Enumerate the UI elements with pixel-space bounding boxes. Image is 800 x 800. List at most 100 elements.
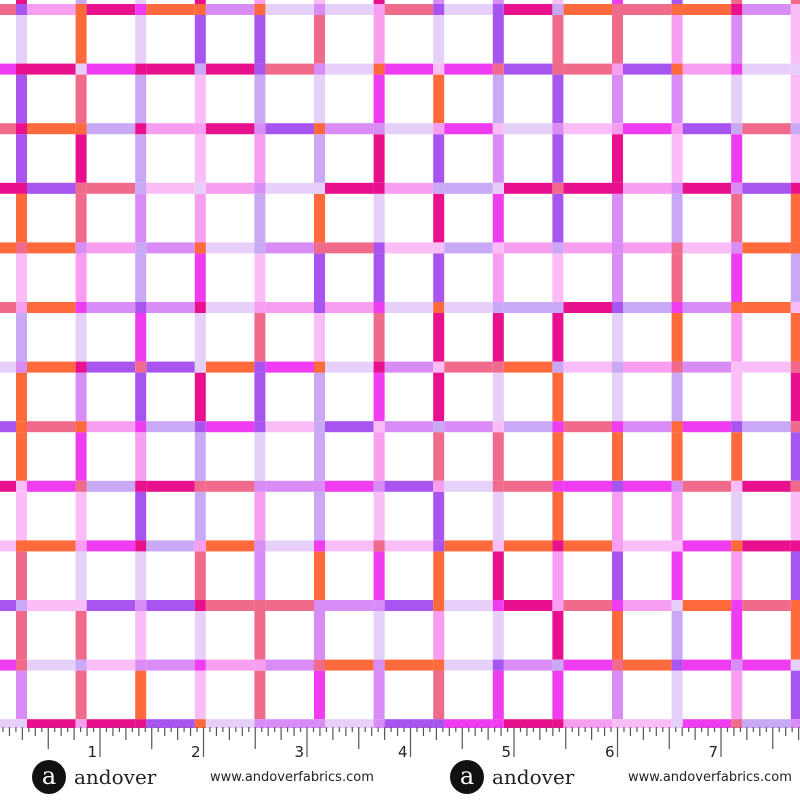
stripe-crossing <box>16 659 27 671</box>
stripe-crossing <box>135 719 147 728</box>
stripe-crossing <box>75 719 87 728</box>
horizontal-stripe-segment <box>205 361 255 373</box>
stripe-crossing <box>790 242 800 254</box>
horizontal-stripe-segment <box>444 421 493 433</box>
stripe-crossing <box>75 480 87 492</box>
vertical-stripe-segment <box>612 432 623 481</box>
stripe-crossing <box>194 659 206 671</box>
stripe-crossing <box>16 4 27 15</box>
vertical-stripe-segment <box>433 491 445 541</box>
vertical-stripe-segment <box>612 134 623 183</box>
horizontal-stripe-segment <box>205 540 255 552</box>
vertical-stripe-segment <box>492 372 504 422</box>
vertical-stripe-segment <box>552 313 564 362</box>
stripe-crossing <box>492 63 504 75</box>
horizontal-stripe-segment <box>86 123 136 135</box>
horizontal-stripe-segment <box>682 302 732 313</box>
stripe-crossing <box>552 659 564 671</box>
vertical-stripe-segment <box>135 253 147 302</box>
stripe-crossing <box>671 540 683 552</box>
vertical-stripe-segment <box>790 372 800 422</box>
vertical-stripe-segment <box>16 134 27 183</box>
stripe-crossing <box>135 600 147 611</box>
stripe-crossing <box>194 719 206 728</box>
vertical-stripe-segment <box>671 551 683 600</box>
horizontal-stripe-segment <box>384 123 434 135</box>
vertical-stripe-segment <box>135 372 147 422</box>
stripe-crossing <box>790 719 800 728</box>
stripe-crossing <box>492 123 504 135</box>
stripe-crossing <box>373 63 385 75</box>
vertical-stripe-segment <box>75 313 87 362</box>
stripe-crossing <box>194 600 206 611</box>
stripe-crossing <box>314 480 325 492</box>
stripe-crossing <box>254 63 266 75</box>
vertical-stripe-segment <box>492 551 504 600</box>
stripe-crossing <box>790 361 800 373</box>
vertical-stripe-segment <box>16 193 27 243</box>
vertical-stripe-segment <box>731 193 743 243</box>
stripe-crossing <box>75 123 87 135</box>
horizontal-stripe-segment <box>563 182 612 194</box>
horizontal-stripe-segment <box>384 659 434 671</box>
vertical-stripe-segment <box>433 0 445 4</box>
stripe-crossing <box>671 421 683 433</box>
stripe-crossing <box>731 659 743 671</box>
vertical-stripe-segment <box>314 551 325 600</box>
ruler: 1 2 3 4 5 6 7 <box>2 727 800 761</box>
stripe-crossing <box>731 719 743 728</box>
horizontal-stripe-segment <box>205 242 255 254</box>
vertical-stripe-segment <box>75 432 87 481</box>
vertical-stripe-segment <box>612 74 623 124</box>
vertical-stripe-segment <box>16 670 27 720</box>
ruler-label: 6 <box>605 743 615 761</box>
stripe-crossing <box>194 4 206 15</box>
stripe-crossing <box>552 4 564 15</box>
vertical-stripe-segment <box>254 193 266 243</box>
vertical-stripe-segment <box>314 15 325 64</box>
stripe-crossing <box>135 540 147 552</box>
horizontal-stripe-segment <box>623 421 672 433</box>
horizontal-stripe-segment <box>86 302 136 313</box>
stripe-crossing <box>16 242 27 254</box>
horizontal-stripe-segment <box>0 540 16 552</box>
stripe-crossing <box>194 302 206 313</box>
stripe-crossing <box>492 421 504 433</box>
horizontal-stripe-segment <box>86 600 136 611</box>
stripe-crossing <box>194 182 206 194</box>
stripe-crossing <box>314 242 325 254</box>
horizontal-stripe-segment <box>265 361 314 373</box>
horizontal-stripe-segment <box>384 600 434 611</box>
horizontal-stripe-segment <box>623 480 672 492</box>
horizontal-stripe-segment <box>384 540 434 552</box>
horizontal-stripe-segment <box>0 600 16 611</box>
horizontal-stripe-segment <box>623 659 672 671</box>
stripe-crossing <box>671 600 683 611</box>
vertical-stripe-segment <box>731 372 743 422</box>
horizontal-stripe-segment <box>444 361 493 373</box>
horizontal-stripe-segment <box>0 480 16 492</box>
stripe-crossing <box>552 540 564 552</box>
stripe-crossing <box>373 719 385 728</box>
vertical-stripe-segment <box>75 491 87 541</box>
stripe-crossing <box>254 182 266 194</box>
vertical-stripe-segment <box>314 313 325 362</box>
stripe-crossing <box>671 659 683 671</box>
vertical-stripe-segment <box>552 74 564 124</box>
vertical-stripe-segment <box>552 15 564 64</box>
vertical-stripe-segment <box>194 670 206 720</box>
horizontal-stripe-segment <box>742 182 791 194</box>
stripe-crossing <box>671 182 683 194</box>
stripe-crossing <box>433 540 445 552</box>
vertical-stripe-segment <box>314 253 325 302</box>
vertical-stripe-segment <box>135 0 147 4</box>
vertical-stripe-segment <box>16 0 27 4</box>
vertical-stripe-segment <box>492 15 504 64</box>
vertical-stripe-segment <box>314 134 325 183</box>
horizontal-stripe-segment <box>444 600 493 611</box>
stripe-crossing <box>254 242 266 254</box>
stripe-crossing <box>254 659 266 671</box>
stripe-crossing <box>314 123 325 135</box>
vertical-stripe-segment <box>75 372 87 422</box>
vertical-stripe-segment <box>612 491 623 541</box>
